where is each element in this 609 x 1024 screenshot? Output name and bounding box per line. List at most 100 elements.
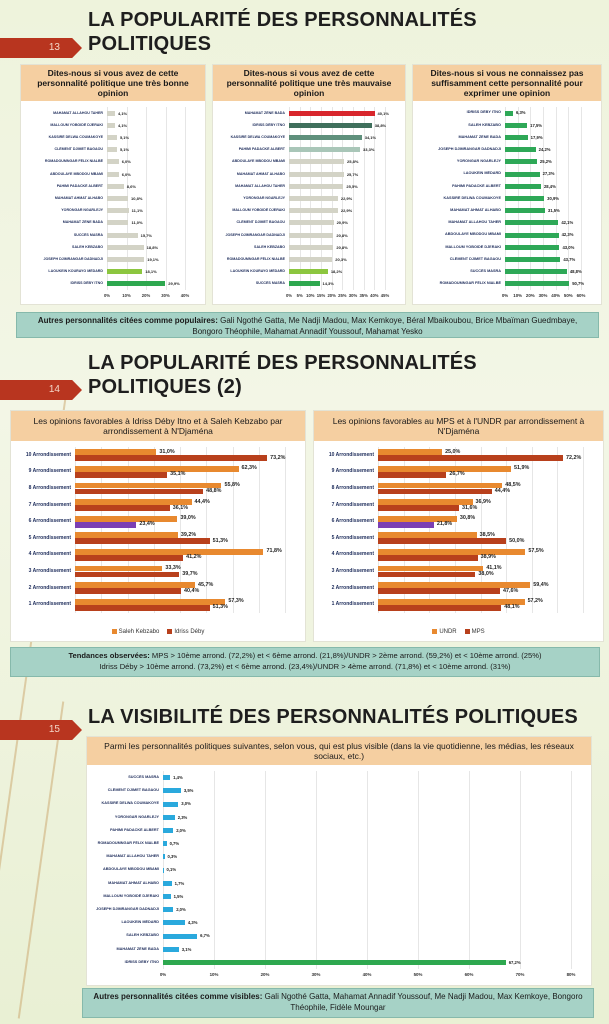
- x-tick-label: 30%: [311, 972, 321, 977]
- value-label: 0,1%: [166, 867, 177, 873]
- value-label: 3,0%: [181, 801, 191, 807]
- gridline: [342, 107, 344, 290]
- gridline: [165, 107, 167, 290]
- legend-swatch: [111, 629, 117, 634]
- category-label: ROMADOUMNGAR FÉLIX NIALBÉ: [44, 159, 103, 164]
- category-label: ABDOULAYE MBODOU MBAMI: [50, 171, 103, 176]
- bar: [378, 565, 484, 572]
- legend-label: Idriss Déby: [174, 629, 205, 636]
- category-label: PAHIMI PADACKÉ ALBERT: [110, 827, 159, 832]
- category-label: MAHAMAT ZÈNE BADA: [116, 946, 159, 951]
- bar: [163, 893, 171, 899]
- bar: [505, 196, 545, 201]
- bar: [107, 122, 115, 128]
- value-label: 71,8%: [266, 548, 282, 555]
- category-label: 7 Arrondissement: [28, 501, 71, 508]
- x-tick-label: 60%: [576, 293, 586, 298]
- value-label: 50,7%: [572, 281, 585, 287]
- value-label: 15,7%: [140, 232, 152, 238]
- bar: [107, 171, 119, 177]
- bar: [378, 499, 473, 506]
- chart-title: Les opinions favorables à Idriss Déby It…: [11, 411, 305, 441]
- title-line: POLITIQUES: [88, 33, 212, 55]
- value-label: 73,2%: [270, 454, 286, 461]
- category-label: KASSIRÉ DELWA COUMAKOYE: [48, 134, 103, 139]
- note-box: Tendances observées: MPS > 10ème arrond.…: [10, 647, 600, 677]
- bar: [289, 171, 344, 177]
- value-label: 14,3%: [322, 281, 334, 287]
- value-label: 41,1%: [486, 565, 502, 571]
- chart-title: Dites-nous si vous avez de cette personn…: [213, 65, 405, 101]
- x-tick-label: 20%: [525, 293, 535, 298]
- bar: [289, 147, 361, 153]
- bar: [75, 449, 157, 456]
- value-label: 36,9%: [475, 498, 491, 505]
- slide-14: LA POPULARITÉ DES PERSONNALITÉS POLITIQUE…: [0, 345, 609, 690]
- value-label: 40,4%: [184, 587, 200, 594]
- value-label: 17,9%: [530, 134, 543, 140]
- bar: [378, 521, 434, 528]
- note-label: Autres personnalités citées comme popula…: [37, 316, 218, 325]
- plot-area: 4,1% 4,1% 5,1% 5,1% 6,0% 6,0% 8,6% 10,8% 11,1% 11…: [107, 107, 186, 290]
- x-tick-label: 10%: [122, 293, 131, 298]
- bar: [378, 488, 492, 495]
- category-label: IDRISS DÉBY ITNO: [466, 110, 501, 115]
- category-label: 7 Arrondissement: [331, 501, 374, 508]
- bar: [505, 135, 528, 140]
- category-label: SUCCÈS MASRA: [470, 269, 501, 274]
- gridline: [185, 107, 186, 290]
- category-label: PAHIMI PADACKÉ ALBERT: [56, 183, 103, 188]
- category-label: JOSEPH DJIMRANGAR DADNADJI: [96, 906, 159, 911]
- category-label: MAHAMAT AHMAT ALHABO: [450, 208, 501, 213]
- bar: [289, 159, 345, 165]
- category-label: YORONGAR NGARLEJY: [114, 814, 159, 819]
- bar: [107, 196, 129, 201]
- bar: [75, 488, 204, 495]
- category-label: SALEH KEBZABO: [468, 122, 501, 127]
- bar: [378, 455, 563, 462]
- slide-title: LA POPULARITÉ DES PERSONNALITÉS POLITIQUE…: [88, 8, 477, 56]
- category-label: IDRISS DÉBY ITNO: [70, 281, 103, 286]
- bar: [107, 159, 119, 165]
- value-label: 20,3%: [335, 256, 347, 262]
- value-label: 10,8%: [131, 195, 143, 201]
- x-tick-label: 15%: [316, 293, 326, 298]
- chart-panel-visibility: Parmi les personnalités politiques suiva…: [86, 736, 592, 986]
- bar: [75, 471, 168, 478]
- gridline: [571, 771, 572, 969]
- bar: [107, 208, 129, 214]
- gridline: [557, 447, 559, 613]
- bar: [289, 110, 375, 116]
- category-label: 10 Arrondissement: [25, 451, 71, 458]
- category-label: JOSEPH DJIMRANGAR DADNADJI: [225, 232, 285, 237]
- value-label: 21,8%: [436, 521, 453, 528]
- category-label: MAHAMAT ZÈNE BADA: [62, 220, 103, 225]
- bar: [505, 244, 560, 250]
- x-tick-label: 40%: [180, 293, 190, 298]
- gridline: [581, 107, 582, 290]
- bar: [505, 147, 536, 153]
- category-label: JOSEPH DJIMRANGAR DADNADJI: [438, 147, 501, 152]
- category-label: CLÉMENT DJIMET BAGAOU: [107, 788, 159, 793]
- category-label: 4 Arrondissement: [331, 551, 374, 558]
- category-label: YORONGAR NGARLEJY: [243, 195, 285, 200]
- value-label: 30,8%: [459, 515, 476, 522]
- slide-13: LA POPULARITÉ DES PERSONNALITÉS POLITIQUE…: [0, 0, 609, 345]
- category-label: YORONGAR NGARLEJY: [456, 159, 501, 164]
- bar: [378, 582, 531, 589]
- category-label: MALLOUM YOBOIDÉ DJERAKI: [232, 208, 285, 213]
- bar: [289, 183, 344, 189]
- value-label: 1,5%: [173, 893, 184, 899]
- category-label: LAOUKEIN KOURAYO MÉDARD: [48, 269, 103, 274]
- value-label: 36,1%: [172, 504, 189, 511]
- x-tick-label: 0%: [501, 293, 509, 298]
- value-label: 18,8%: [146, 244, 158, 250]
- bar: [378, 604, 502, 611]
- bar: [378, 588, 500, 595]
- value-label: 2,0%: [176, 827, 186, 833]
- value-label: 42,1%: [561, 220, 574, 226]
- bar: [163, 841, 167, 847]
- value-label: 51,9%: [513, 465, 530, 472]
- value-label: 59,4%: [533, 581, 549, 588]
- value-label: 17,5%: [530, 122, 543, 128]
